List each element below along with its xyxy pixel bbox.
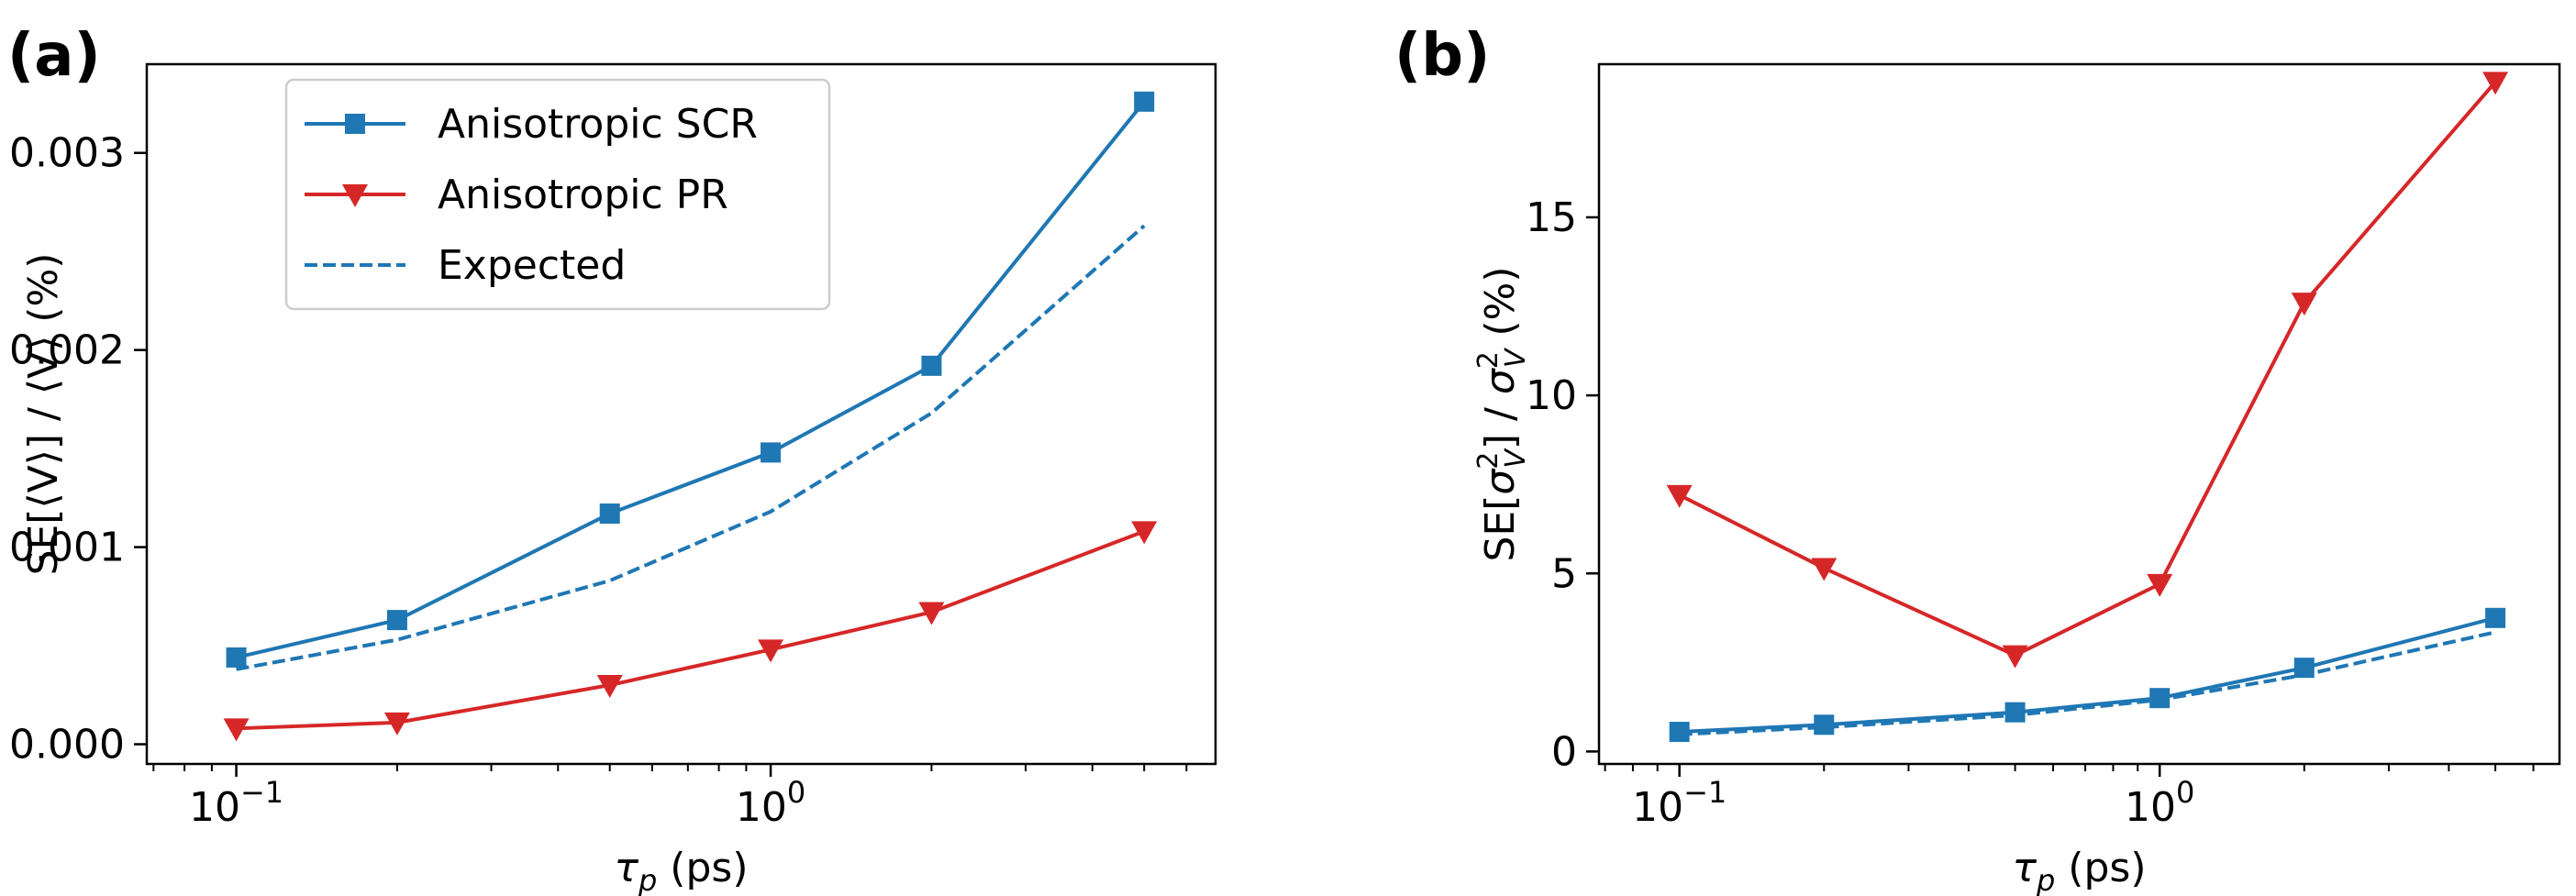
plot-frame [1597, 62, 2561, 766]
data-point-square [2485, 607, 2506, 628]
legend: Anisotropic SCR Anisotropic PR Expected [284, 78, 831, 311]
series-expected [236, 224, 1146, 671]
y-label-subscript: V [1500, 347, 1532, 368]
series-anisotropic-pr [223, 521, 1158, 742]
series-line [1679, 615, 2496, 735]
x-axis-symbol: τ [615, 845, 639, 891]
y-axis-label: SE[⟨V⟩] / ⟨V⟩ (%) [20, 253, 67, 576]
legend-box [284, 78, 831, 311]
panel-label: (b) [1394, 22, 1490, 90]
y-label-symbol: σ [1477, 469, 1524, 495]
y-tick-label: 5 [1551, 550, 1577, 597]
legend-label: Anisotropic PR [438, 171, 728, 218]
x-tick-label: 10−1 [1632, 775, 1727, 831]
x-axis-subscript: p [2036, 863, 2055, 896]
y-label-superscript: 2 [1472, 452, 1505, 470]
data-point-triangle [2147, 573, 2173, 597]
series-expected [1679, 630, 2496, 736]
y-tick-label: 0.000 [9, 722, 125, 769]
y-tick-label: 0.001 [9, 525, 125, 571]
y-tick-label: 0.002 [9, 327, 125, 374]
x-tick-exponent: −1 [240, 775, 283, 810]
data-point-triangle [758, 639, 784, 663]
panel-label: (a) [7, 22, 101, 90]
data-point-square [761, 442, 782, 463]
series-anisotropic-pr [1666, 72, 2509, 669]
data-point-square [386, 610, 407, 631]
plot-frame [145, 62, 1217, 766]
data-point-triangle [918, 602, 945, 625]
series-line [236, 224, 1146, 671]
series-anisotropic-scr [226, 91, 1155, 668]
data-point-square [1669, 722, 1690, 743]
x-axis-label: τp (ps) [2013, 845, 2147, 896]
series-line [236, 529, 1145, 731]
x-axis-symbol: τ [2013, 845, 2037, 891]
y-label-superscript: 2 [1472, 351, 1505, 369]
y-tick-label: 15 [1526, 194, 1577, 241]
data-point-square [345, 114, 365, 134]
data-point-triangle [2482, 72, 2509, 95]
data-point-square [1814, 714, 1835, 736]
x-tick-base: 10 [189, 784, 240, 831]
data-point-square [226, 647, 247, 668]
x-tick-exponent: −1 [1683, 775, 1727, 810]
x-tick-exponent: 0 [787, 775, 805, 810]
data-point-triangle [2002, 645, 2028, 669]
x-tick-exponent: 0 [2176, 775, 2194, 810]
x-axis-unit: (ps) [2055, 845, 2146, 891]
x-tick-label: 100 [2125, 775, 2194, 831]
data-point-triangle [1666, 484, 1693, 508]
y-label-symbol: σ [1477, 368, 1524, 394]
y-label-suffix: (%) [1477, 266, 1524, 348]
x-tick-label: 100 [736, 775, 805, 831]
data-point-triangle [1811, 558, 1838, 581]
y-tick-label: 0.003 [9, 130, 125, 177]
y-label-middle: ] / [1477, 394, 1524, 449]
x-axis-label: τp (ps) [615, 845, 749, 896]
data-point-square [599, 503, 620, 525]
y-axis-label: SE[σ2V] / σ2V (%) [1472, 266, 1532, 561]
data-point-triangle [596, 675, 623, 699]
x-tick-label: 10−1 [189, 775, 283, 831]
x-tick-base: 10 [1632, 784, 1683, 831]
data-point-square [921, 355, 942, 376]
data-point-triangle [342, 184, 368, 207]
x-axis-subscript: p [638, 863, 657, 896]
y-label-subscript: V [1500, 448, 1532, 469]
data-point-triangle [1131, 521, 1158, 545]
legend-label: Anisotropic SCR [438, 101, 758, 148]
data-point-triangle [223, 718, 250, 742]
y-tick-label: 10 [1526, 372, 1577, 419]
x-tick-base: 10 [2125, 784, 2176, 831]
series-line [1679, 630, 2496, 736]
data-point-square [2004, 702, 2026, 723]
series-anisotropic-scr [1669, 607, 2506, 743]
y-tick-label: 0 [1551, 728, 1577, 775]
data-point-triangle [2291, 293, 2317, 316]
data-point-triangle [383, 712, 410, 736]
y-label-prefix: SE[ [1477, 495, 1524, 562]
data-point-square [1134, 91, 1155, 112]
x-tick-base: 10 [736, 784, 787, 831]
series-line [1678, 81, 2497, 658]
legend-label: Expected [438, 242, 626, 289]
series-line [236, 100, 1146, 659]
x-axis-unit: (ps) [657, 845, 748, 891]
